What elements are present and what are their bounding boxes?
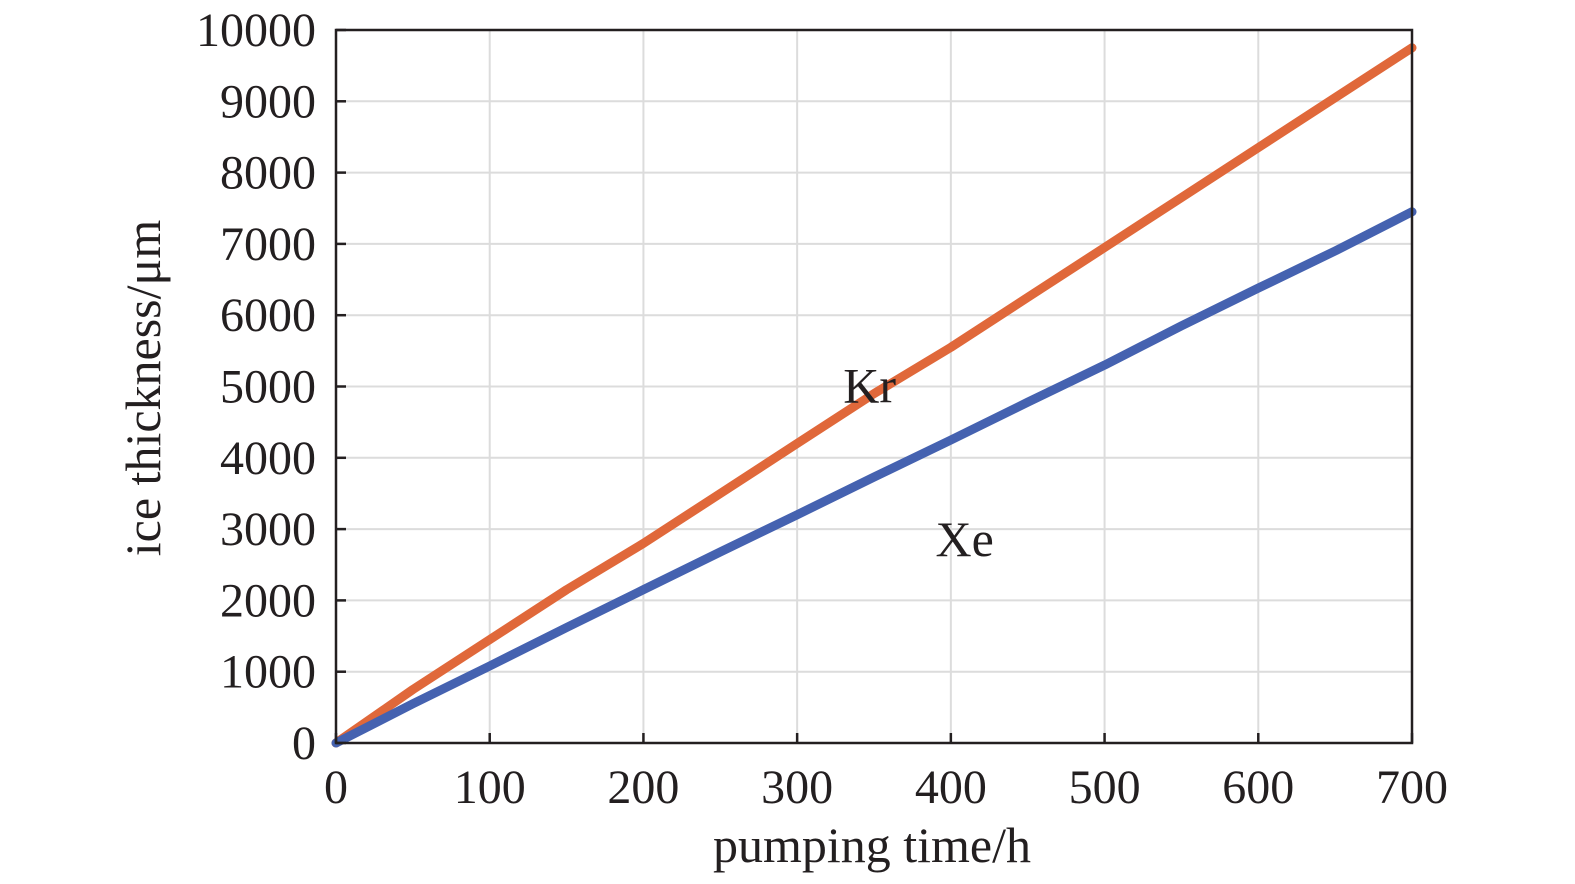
x-tick-label: 100 — [454, 761, 526, 814]
y-tick-label: 9000 — [220, 75, 316, 128]
y-tick-label: 3000 — [220, 503, 316, 556]
series-label-xe: Xe — [935, 511, 993, 567]
x-tick-label: 500 — [1069, 761, 1141, 814]
y-tick-label: 2000 — [220, 574, 316, 627]
series-line-kr — [331, 43, 1417, 748]
y-tick-label: 0 — [292, 717, 316, 770]
y-tick-label: 8000 — [220, 147, 316, 200]
x-axis-title: pumping time/h — [713, 817, 1031, 873]
x-tick-label: 400 — [915, 761, 987, 814]
y-tick-label: 7000 — [220, 218, 316, 271]
series-labels: Kr Xe — [843, 358, 994, 567]
x-tick-label: 700 — [1376, 761, 1448, 814]
x-tick-label: 600 — [1222, 761, 1294, 814]
y-tick-label: 4000 — [220, 432, 316, 485]
series-label-kr: Kr — [843, 358, 896, 414]
axis-ticks — [334, 28, 1414, 745]
x-tick-label: 0 — [324, 761, 348, 814]
y-tick-label: 10000 — [196, 4, 316, 57]
series-lines — [331, 43, 1417, 748]
y-tick-label: 1000 — [220, 646, 316, 699]
x-tick-label: 300 — [761, 761, 833, 814]
y-tick-labels: 0 1000 2000 3000 4000 5000 6000 7000 8000 9000 100… — [196, 4, 316, 770]
x-tick-labels: 0 100 200 300 400 500 600 700 — [324, 761, 1448, 814]
series-line-xe — [331, 207, 1417, 748]
y-tick-label: 5000 — [220, 361, 316, 414]
grid — [335, 29, 1413, 744]
x-tick-label: 200 — [607, 761, 679, 814]
y-axis-title: ice thickness/μm — [115, 220, 171, 557]
y-tick-label: 6000 — [220, 289, 316, 342]
